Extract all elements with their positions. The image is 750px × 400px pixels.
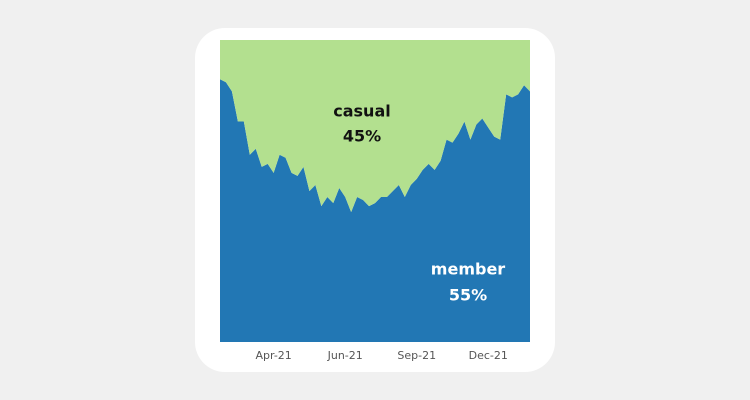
x-tick-label: Apr-21	[256, 349, 292, 362]
area	[220, 79, 530, 342]
series-label: casual	[333, 102, 390, 121]
share-label: 55%	[449, 286, 487, 305]
x-tick-label: Sep-21	[397, 349, 436, 362]
x-tick-label: Jun-21	[327, 349, 363, 362]
series-label: member	[431, 260, 506, 279]
share-label: 45%	[343, 127, 381, 146]
x-tick-label: Dec-21	[469, 349, 508, 362]
area	[220, 40, 530, 213]
